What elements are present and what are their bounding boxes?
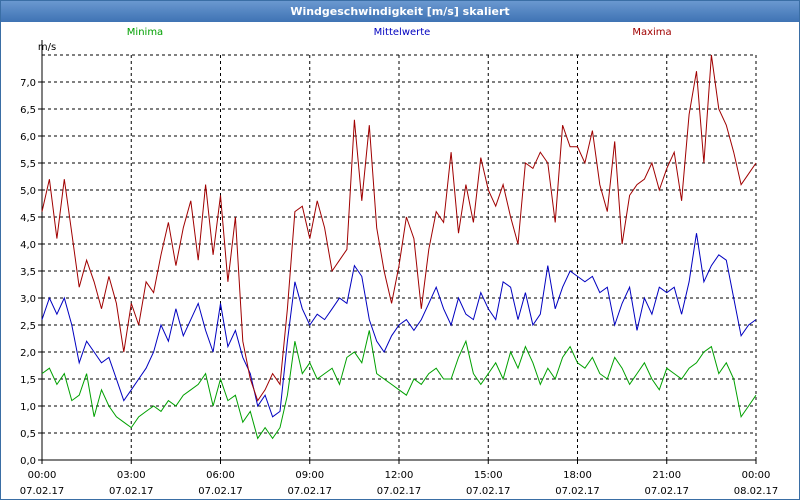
- x-tick-date: 07.02.17: [644, 486, 689, 497]
- series-line-minima: [41, 330, 757, 440]
- y-tick-label: 3,0: [20, 294, 36, 305]
- y-tick-label: 5,5: [20, 159, 36, 170]
- y-tick-label: 6,5: [20, 105, 36, 116]
- y-tick-label: 3,5: [20, 267, 36, 278]
- legend: Minima Mittelwerte Maxima: [127, 27, 672, 38]
- legend-mittelwerte: Mittelwerte: [374, 27, 431, 38]
- y-tick-label: 0,0: [20, 456, 36, 467]
- x-tick-date: 07.02.17: [555, 486, 600, 497]
- x-tick-time: 18:00: [563, 470, 592, 481]
- axes: 0,0 0,5 1,0 1,5 2,0 2,5 3,0 3,5 4,0 4,5 5,0 5,5 6,0 6…: [20, 40, 779, 497]
- series-line-mittelwerte: [41, 233, 757, 418]
- x-tick-date: 07.02.17: [109, 486, 154, 497]
- x-tick-date: 07.02.17: [198, 486, 243, 497]
- x-tick-time: 00:00: [28, 470, 57, 481]
- y-tick-label: 2,5: [20, 321, 36, 332]
- window-title: Windgeschwindigkeit [m/s] skaliert: [1, 1, 799, 22]
- x-tick-time: 03:00: [117, 470, 146, 481]
- y-tick-label: 0,5: [20, 429, 36, 440]
- series-lines: [41, 54, 757, 440]
- x-tick-time: 12:00: [385, 470, 414, 481]
- y-tick-label: 1,0: [20, 402, 36, 413]
- legend-minima: Minima: [127, 27, 163, 38]
- y-tick-label: 7,0: [20, 78, 36, 89]
- x-tick-time: 06:00: [206, 470, 235, 481]
- y-tick-label: 4,5: [20, 213, 36, 224]
- y-tick-label: 1,5: [20, 375, 36, 386]
- y-tick-label: 5,0: [20, 186, 36, 197]
- y-axis-label: m/s: [38, 42, 56, 53]
- x-tick-time: 09:00: [295, 470, 324, 481]
- x-tick-date: 07.02.17: [20, 486, 65, 497]
- grid: [42, 54, 757, 460]
- x-tick-date: 07.02.17: [466, 486, 511, 497]
- series-line-maxima: [41, 54, 757, 402]
- x-tick-time: 21:00: [652, 470, 681, 481]
- x-tick-date: 07.02.17: [287, 486, 332, 497]
- legend-maxima: Maxima: [632, 27, 671, 38]
- y-tick-label: 4,0: [20, 240, 36, 251]
- x-tick-time: 15:00: [474, 470, 503, 481]
- y-tick-label: 2,0: [20, 348, 36, 359]
- y-tick-label: 6,0: [20, 132, 36, 143]
- x-tick-date: 08.02.17: [734, 486, 779, 497]
- x-tick-time: 00:00: [742, 470, 771, 481]
- x-tick-date: 07.02.17: [377, 486, 422, 497]
